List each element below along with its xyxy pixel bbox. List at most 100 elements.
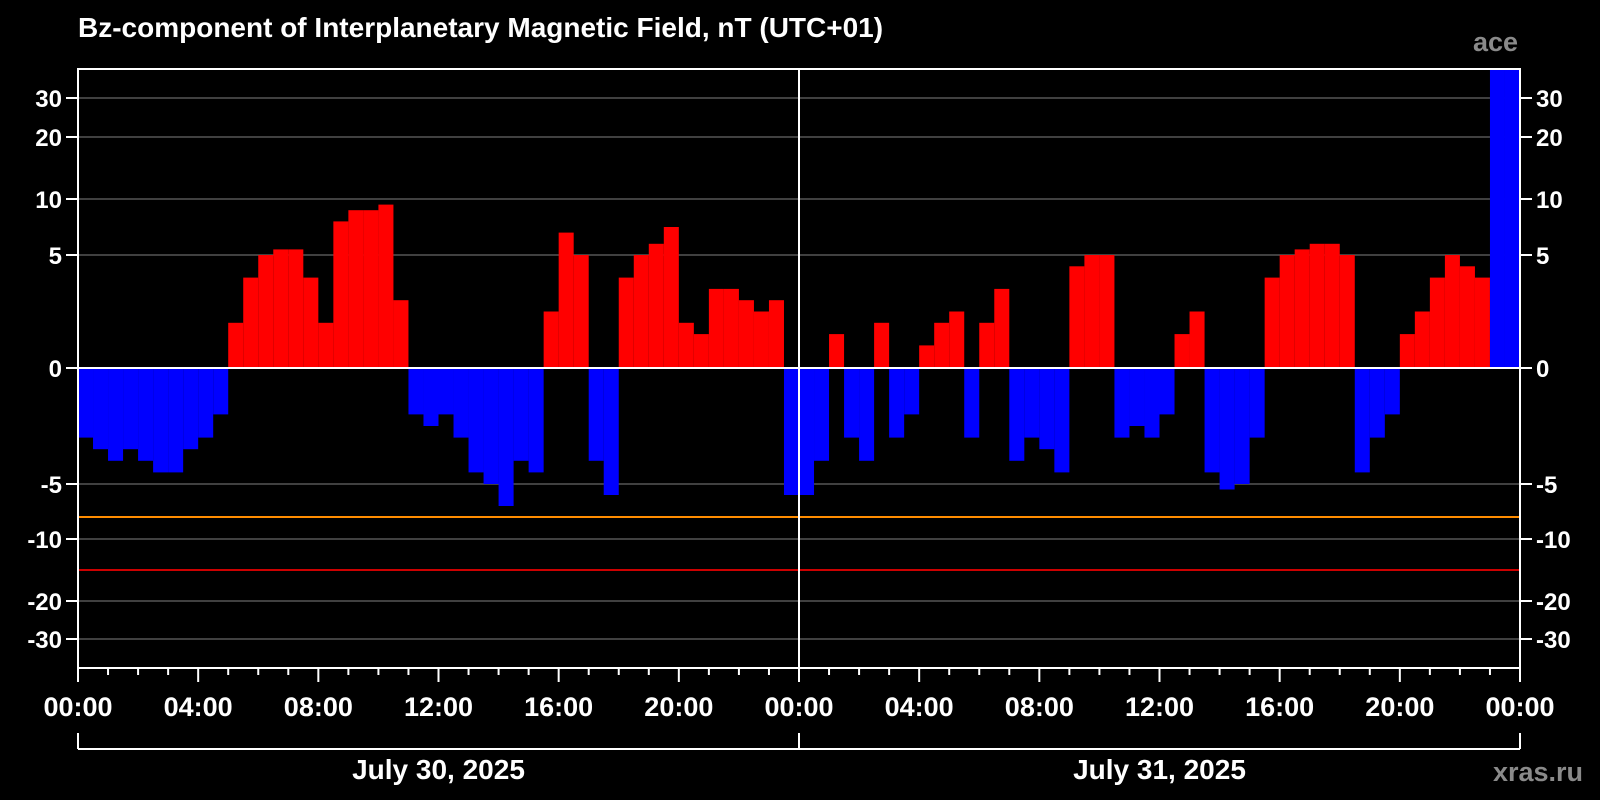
x-tick-label: 00:00 (1485, 692, 1554, 722)
bz-bar-negative (1249, 368, 1265, 438)
bz-bar-positive (1294, 249, 1310, 368)
bz-bar-negative (1219, 368, 1235, 490)
y-tick-label-left: 0 (49, 356, 62, 383)
bz-bar-positive (633, 255, 649, 368)
bz-bar-positive (753, 311, 769, 368)
bz-bar-positive (1189, 311, 1205, 368)
bz-bar-positive (1459, 266, 1475, 368)
bz-bar-negative (1369, 368, 1385, 438)
bz-bar-negative (123, 368, 139, 450)
y-tick-label-left: -10 (27, 527, 62, 554)
bz-bar-negative (138, 368, 154, 461)
y-tick-label-right: 20 (1536, 125, 1563, 152)
bz-bar-negative (513, 368, 529, 461)
bz-bar-positive (1069, 266, 1085, 368)
date-axis: July 30, 2025 July 31, 2025 (77, 733, 1521, 785)
watermark: xras.ru (1493, 757, 1583, 787)
bz-bar-negative (1054, 368, 1070, 473)
bz-bar-negative (453, 368, 469, 438)
bz-bar-positive (288, 249, 304, 368)
bz-bar-positive (1174, 334, 1190, 368)
bz-bar-positive (829, 334, 845, 368)
y-tick-label-right: -30 (1536, 627, 1571, 654)
y-tick-label-right: 5 (1536, 243, 1549, 270)
bz-bar-negative (1114, 368, 1130, 438)
bz-bar-negative (468, 368, 484, 473)
bz-bar-negative (1024, 368, 1040, 438)
bz-bar-negative (93, 368, 109, 450)
bz-bar-negative (1159, 368, 1175, 415)
bz-bar-positive (648, 243, 664, 368)
bz-bar-negative (1489, 69, 1505, 368)
bz-bar-negative (498, 368, 514, 506)
bz-bar-negative (889, 368, 905, 438)
bz-bar-positive (1429, 277, 1445, 368)
bz-bar-positive (303, 277, 319, 368)
x-tick-label: 04:00 (885, 692, 954, 722)
bz-bar-negative (904, 368, 920, 415)
bz-bar-positive (1474, 277, 1490, 368)
bz-bar-negative (168, 368, 184, 473)
bz-bar-positive (573, 255, 589, 368)
bz-bar-positive (228, 322, 244, 368)
chart-title: Bz-component of Interplanetary Magnetic … (78, 12, 883, 43)
bz-bar-negative (964, 368, 980, 438)
y-tick-label-right: 10 (1536, 187, 1563, 214)
bz-bar-positive (934, 322, 950, 368)
x-tick-label: 12:00 (1125, 692, 1194, 722)
bz-bar-positive (708, 288, 724, 368)
y-tick-label-right: 30 (1536, 86, 1563, 113)
bz-bar-positive (1309, 243, 1325, 368)
bz-bar-negative (1384, 368, 1400, 415)
x-tick-label: 08:00 (1005, 692, 1074, 722)
bz-bar-positive (874, 322, 890, 368)
bz-bar-negative (78, 368, 94, 438)
bz-bar-positive (994, 288, 1010, 368)
bz-bar-positive (318, 322, 334, 368)
bz-bar-negative (153, 368, 169, 473)
bz-bar-positive (979, 322, 995, 368)
bz-bar-positive (693, 334, 709, 368)
y-tick-label-left: 10 (35, 187, 62, 214)
bz-bar-positive (768, 300, 784, 368)
bz-bar-negative (1354, 368, 1370, 473)
bz-bar-negative (183, 368, 199, 450)
bz-bar-negative (1144, 368, 1160, 438)
bz-bar-negative (603, 368, 619, 495)
y-tick-label-left: 5 (49, 243, 62, 270)
plot-frame (77, 68, 1521, 669)
bz-bar-negative (213, 368, 229, 415)
bz-bar-negative (588, 368, 604, 461)
bz-bar-positive (1444, 255, 1460, 368)
bz-bar-negative (814, 368, 830, 461)
y-tick-label-right: -5 (1536, 472, 1557, 499)
x-tick-label: 20:00 (1365, 692, 1434, 722)
x-tick-label: 12:00 (404, 692, 473, 722)
y-tick-label-right: -10 (1536, 527, 1571, 554)
x-tick-label: 20:00 (644, 692, 713, 722)
y-tick-label-left: 30 (35, 86, 62, 113)
bz-bar-negative (528, 368, 544, 473)
bz-bar-negative (1009, 368, 1025, 461)
bz-bar-positive (1399, 334, 1415, 368)
bz-bar-negative (1039, 368, 1055, 450)
bz-bar-positive (1099, 255, 1115, 368)
bz-bar-positive (258, 255, 274, 368)
bz-bar-positive (1414, 311, 1430, 368)
bz-bar-negative (783, 368, 799, 495)
y-tick-label-left: -5 (41, 472, 62, 499)
bz-bar-positive (1084, 255, 1100, 368)
bz-bar-positive (1279, 255, 1295, 368)
bz-bar-positive (1264, 277, 1280, 368)
bz-bar-positive (919, 345, 935, 368)
y-tick-label-right: 0 (1536, 356, 1549, 383)
bz-bar-positive (949, 311, 965, 368)
bz-bar-positive (363, 210, 379, 368)
x-tick-label: 00:00 (43, 692, 112, 722)
bz-bar-positive (273, 249, 289, 368)
bz-bar-negative (799, 368, 815, 495)
x-tick-label: 00:00 (764, 692, 833, 722)
bz-bar-positive (663, 227, 679, 368)
x-tick-label: 04:00 (164, 692, 233, 722)
